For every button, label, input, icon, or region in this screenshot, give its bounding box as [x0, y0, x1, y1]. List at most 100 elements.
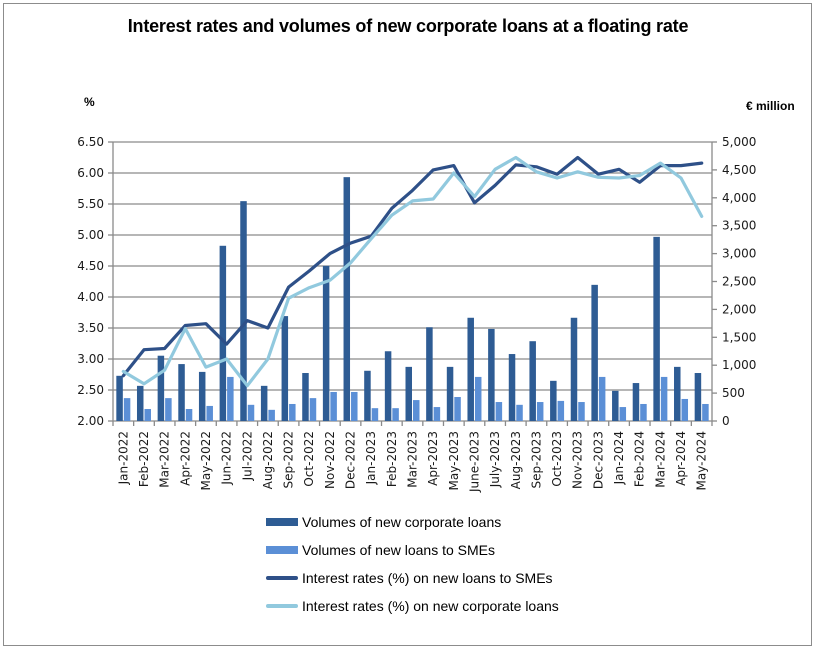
left-axis-tick-label: 4.00: [77, 290, 104, 304]
bar-corporate-volume: [529, 341, 536, 421]
x-axis-category-label: Nov-2023: [571, 431, 585, 489]
legend-swatch-corporate-volumes: [266, 518, 298, 526]
x-axis-category-label: July-2023: [488, 431, 502, 488]
bar-sme-volume: [454, 397, 461, 421]
bar-corporate-volume: [674, 366, 681, 421]
bar-corporate-volume: [426, 327, 433, 421]
bar-sme-volume: [351, 391, 358, 421]
x-axis-category-label: Jul-2022: [240, 431, 254, 481]
bar-corporate-volume: [488, 328, 495, 421]
right-axis-tick-label: 4,500: [722, 163, 756, 177]
x-axis-category-label: Apr-2022: [178, 431, 192, 486]
chart-frame: [3, 3, 812, 646]
x-axis-category-label: May-2023: [447, 431, 461, 490]
bar-sme-volume: [660, 376, 668, 421]
bar-corporate-volume: [322, 265, 330, 421]
x-axis-category-label: Dec-2022: [344, 431, 358, 489]
left-axis-tick-label: 2.50: [77, 383, 104, 397]
bar-corporate-volume: [302, 373, 309, 421]
bar-corporate-volume: [570, 317, 578, 421]
bar-corporate-volume: [198, 371, 206, 421]
bar-sme-volume: [123, 398, 131, 421]
right-axis-tick-label: 500: [722, 386, 745, 400]
legend-label-corporate-volumes: Volumes of new corporate loans: [302, 514, 502, 530]
bar-corporate-volume: [384, 351, 392, 421]
bar-sme-volume: [681, 398, 689, 421]
x-axis-category-label: Oct-2022: [302, 431, 316, 487]
x-axis-category-label: Jun-2022: [220, 431, 234, 486]
right-axis-unit-label: € million: [746, 99, 795, 113]
right-axis-tick-label: 2,500: [722, 275, 756, 289]
bar-sme-volume: [206, 405, 213, 421]
legend-swatch-sme-volumes: [266, 546, 298, 554]
bar-corporate-volume: [632, 383, 640, 421]
x-axis-category-label: Mar-2024: [653, 431, 667, 488]
bar-sme-volume: [330, 391, 337, 421]
legend-item-corporate-volumes: Volumes of new corporate loans: [266, 508, 559, 536]
right-axis-tick-label: 2,000: [722, 302, 756, 316]
bar-sme-volume: [185, 409, 193, 421]
bar-sme-volume: [578, 402, 585, 421]
bar-sme-volume: [433, 407, 441, 421]
x-axis-category-label: May-2024: [695, 431, 709, 490]
left-axis-tick-label: 5.00: [77, 228, 104, 242]
bar-sme-volume: [640, 403, 647, 421]
bar-sme-volume: [474, 376, 482, 421]
right-axis-tick-label: 3,500: [722, 219, 756, 233]
bar-sme-volume: [165, 398, 172, 421]
bar-sme-volume: [516, 404, 523, 421]
right-axis-tick-label: 1,000: [722, 358, 756, 372]
x-axis-category-label: Nov-2022: [323, 431, 337, 489]
bar-sme-volume: [144, 409, 151, 421]
bar-sme-volume: [619, 407, 627, 421]
x-axis-category-label: Jan-2022: [116, 431, 130, 485]
right-axis-tick-label: 3,000: [722, 247, 756, 261]
bar-corporate-volume: [157, 355, 165, 421]
x-axis-category-label: Feb-2024: [633, 431, 647, 487]
x-axis-category-label: Dec-2023: [591, 431, 605, 489]
x-axis-category-label: Jan-2024: [612, 431, 626, 485]
bar-corporate-volume: [240, 201, 247, 421]
bar-sme-volume: [289, 403, 296, 421]
bar-sme-volume: [536, 402, 544, 421]
bar-corporate-volume: [281, 316, 289, 421]
bar-sme-volume: [309, 398, 317, 421]
x-axis-category-label: Apr-2024: [674, 431, 688, 486]
line-sme-interest-rate: [121, 155, 704, 378]
bar-sme-volume: [598, 376, 606, 421]
bar-corporate-volume: [178, 364, 185, 421]
legend-label-corporate-rates: Interest rates (%) on new corporate loan…: [302, 598, 559, 614]
right-axis-tick-label: 0: [722, 414, 730, 428]
bar-corporate-volume: [550, 380, 557, 421]
bar-corporate-volume: [364, 370, 371, 421]
x-axis-category-label: Aug-2023: [509, 431, 523, 489]
bar-corporate-volume: [612, 390, 619, 421]
left-axis-tick-label: 4.50: [77, 259, 104, 273]
bar-sme-volume: [247, 404, 255, 421]
bar-corporate-volume: [136, 385, 144, 421]
x-axis-category-label: Sep-2022: [282, 431, 296, 489]
legend-item-sme-rates: Interest rates (%) on new loans to SMEs: [266, 564, 559, 592]
bar-corporate-volume: [508, 354, 516, 421]
bar-corporate-volume: [591, 284, 598, 421]
legend: Volumes of new corporate loans Volumes o…: [266, 508, 559, 620]
x-axis-category-label: Mar-2022: [158, 431, 172, 488]
bar-corporate-volume: [405, 366, 412, 421]
bar-corporate-volume: [446, 366, 454, 421]
x-axis-category-label: June-2023: [468, 431, 482, 493]
x-axis-category-label: May-2022: [199, 431, 213, 490]
left-axis-tick-label: 5.50: [77, 197, 104, 211]
legend-swatch-sme-rates: [266, 576, 298, 580]
bar-sme-volume: [227, 376, 234, 421]
chart-title: Interest rates and volumes of new corpor…: [127, 16, 689, 36]
legend-label-sme-volumes: Volumes of new loans to SMEs: [302, 542, 495, 558]
legend-swatch-corporate-rates: [266, 604, 298, 608]
legend-item-corporate-rates: Interest rates (%) on new corporate loan…: [266, 592, 559, 620]
right-axis-tick-label: 1,500: [722, 330, 756, 344]
bar-corporate-volume: [219, 245, 227, 421]
legend-label-sme-rates: Interest rates (%) on new loans to SMEs: [302, 570, 553, 586]
right-axis-tick-label: 5,000: [722, 135, 756, 149]
bar-sme-volume: [557, 400, 565, 421]
left-axis-tick-label: 6.50: [77, 135, 104, 149]
